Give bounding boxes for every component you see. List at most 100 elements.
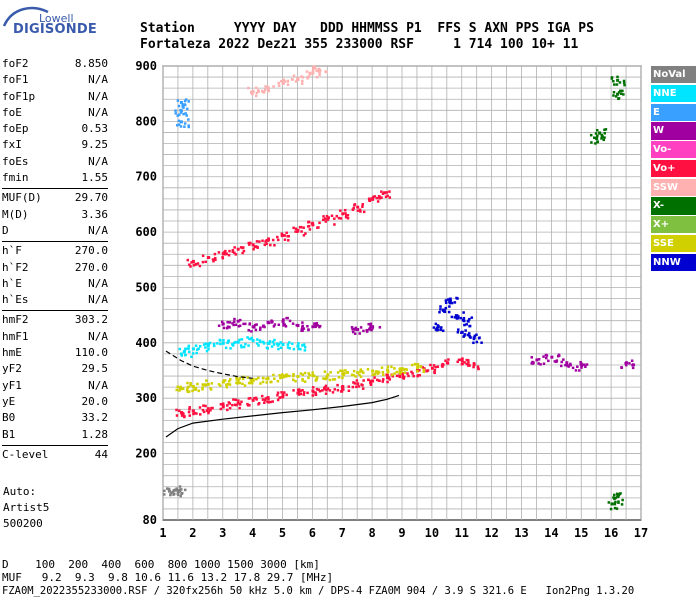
echo-point	[195, 412, 198, 415]
echo-point	[287, 374, 291, 378]
param-row: foF2 8.850	[2, 56, 108, 72]
echo-point	[386, 376, 390, 380]
echo-point	[618, 81, 622, 84]
echo-point	[612, 496, 615, 499]
echo-point	[178, 485, 182, 488]
echo-point	[353, 328, 357, 331]
echo-point	[444, 299, 448, 302]
echo-point	[205, 409, 209, 412]
echo-point	[251, 89, 255, 93]
echo-point	[434, 322, 438, 326]
echo-point	[300, 329, 303, 332]
echo-point	[231, 249, 235, 252]
echo-point	[255, 240, 259, 243]
param-name: foF2	[2, 57, 29, 70]
echo-point	[261, 90, 265, 93]
echo-point	[619, 492, 622, 495]
echo-point	[311, 325, 315, 329]
echo-point	[184, 98, 188, 101]
echo-point	[166, 487, 169, 490]
echo-point	[439, 328, 442, 331]
param-name: foF1	[2, 73, 29, 87]
echo-point	[421, 366, 425, 369]
echo-point	[584, 365, 587, 369]
echo-point	[456, 331, 460, 334]
echo-point	[315, 75, 319, 79]
echo-point	[194, 388, 198, 391]
echo-point	[206, 344, 210, 348]
echo-point	[281, 395, 285, 399]
echo-point	[465, 358, 469, 362]
echo-point	[361, 384, 364, 387]
echo-point	[300, 82, 304, 85]
echo-point	[287, 235, 291, 238]
echo-point	[182, 350, 186, 354]
legend-item-x: X-	[651, 197, 696, 215]
echo-point	[351, 385, 355, 389]
echo-point	[304, 232, 307, 235]
echo-point	[211, 258, 215, 261]
echo-point	[340, 390, 344, 393]
echo-point	[462, 311, 465, 314]
echo-point	[537, 358, 541, 361]
param-row: B1 1.28	[2, 427, 108, 443]
echo-point	[228, 383, 232, 386]
file-info-row: FZA0M_2022355233000.RSF / 320fx256h 50 k…	[2, 585, 635, 597]
echo-point	[612, 79, 615, 83]
echo-point	[339, 217, 343, 220]
echo-point	[315, 387, 319, 391]
echo-point	[242, 246, 245, 249]
echo-point	[359, 326, 363, 329]
echo-point	[595, 129, 599, 132]
echo-point	[242, 322, 245, 326]
echo-point	[263, 88, 267, 92]
echo-point	[256, 338, 259, 341]
echo-point	[441, 365, 444, 368]
echo-point	[190, 261, 193, 264]
param-name: C-level	[2, 447, 49, 461]
echo-point	[292, 74, 296, 77]
echo-point	[201, 260, 205, 264]
echo-point	[377, 371, 381, 374]
param-value: 8.850	[74, 57, 108, 70]
echo-point	[411, 372, 414, 375]
echo-point	[249, 378, 253, 382]
echo-point	[317, 67, 321, 71]
echo-point	[276, 235, 279, 239]
param-row: h`F 270.0	[2, 243, 108, 259]
param-name: yF2	[2, 362, 22, 376]
echo-point	[242, 249, 246, 253]
echo-point	[350, 326, 354, 329]
echo-point	[283, 391, 286, 394]
echo-point	[240, 345, 243, 349]
param-name: MUF(D)	[2, 191, 42, 205]
echo-point	[564, 363, 567, 367]
param-row: foF1p N/A	[2, 89, 108, 105]
echo-point	[448, 305, 451, 308]
echo-point	[301, 378, 304, 381]
echo-point	[301, 324, 304, 328]
echo-point	[341, 372, 345, 376]
echo-point	[181, 105, 184, 108]
echo-point	[311, 386, 315, 389]
echo-point	[265, 381, 268, 384]
echo-point	[292, 226, 295, 230]
legend-item-e: E	[651, 103, 696, 121]
echo-point	[254, 396, 258, 400]
echo-point	[282, 321, 285, 325]
x-tick-label: 1	[159, 526, 166, 540]
echo-point	[475, 340, 479, 344]
logo-digisonde: DIGISONDE	[13, 22, 97, 37]
echo-point	[194, 386, 198, 390]
echo-point	[370, 328, 373, 332]
echo-point	[287, 341, 291, 344]
echo-point	[224, 252, 228, 256]
echo-point	[173, 488, 177, 492]
echo-point	[359, 210, 362, 213]
echo-point	[291, 322, 295, 325]
echo-point	[301, 79, 304, 83]
echo-point	[266, 86, 270, 90]
echo-point	[239, 246, 243, 249]
echo-point	[272, 343, 276, 346]
echo-point	[368, 326, 372, 330]
